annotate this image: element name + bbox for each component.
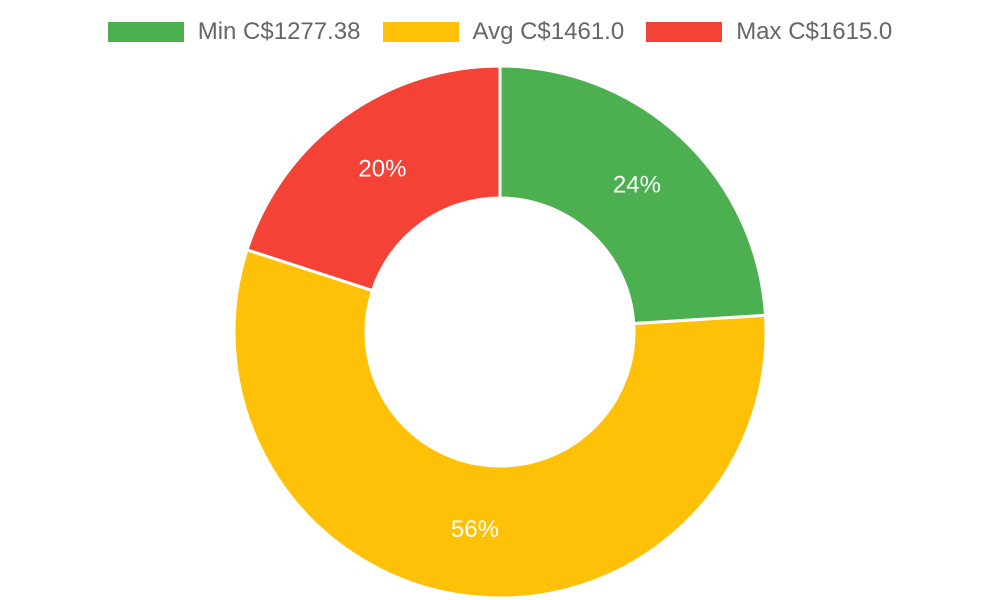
- legend-swatch: [107, 22, 184, 42]
- slice-label: 56%: [451, 516, 499, 543]
- legend-label: Min C$1277.38: [197, 18, 361, 45]
- legend-swatch: [382, 22, 459, 42]
- legend-item-avg[interactable]: Avg C$1461.0: [382, 18, 625, 46]
- slice-1[interactable]: [232, 247, 768, 600]
- slice-0[interactable]: [498, 64, 768, 326]
- legend-label: Max C$1615.0: [736, 18, 893, 45]
- legend-swatch: [646, 22, 723, 42]
- legend-label: Avg C$1461.0: [472, 18, 625, 45]
- slice-label: 24%: [613, 172, 661, 199]
- chart-legend: Min C$1277.38 Avg C$1461.0 Max C$1615.0: [0, 18, 1000, 46]
- legend-item-max[interactable]: Max C$1615.0: [646, 18, 892, 46]
- legend-item-min[interactable]: Min C$1277.38: [107, 18, 361, 46]
- slice-2[interactable]: [245, 64, 502, 293]
- slice-label: 20%: [358, 156, 406, 183]
